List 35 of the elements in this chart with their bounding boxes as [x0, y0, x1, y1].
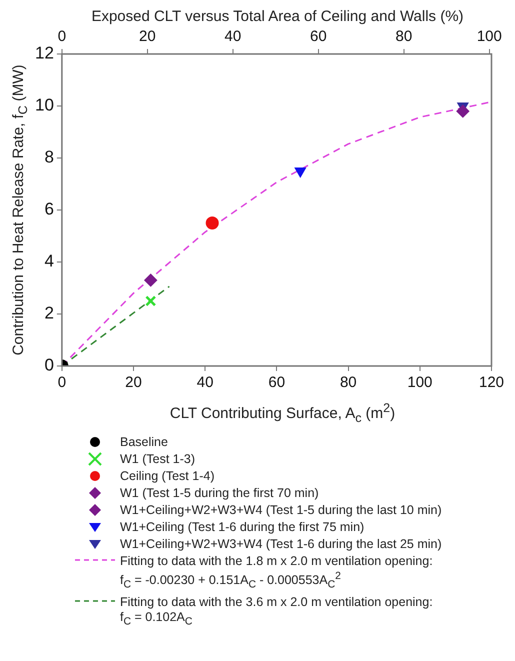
- legend-label: W1+Ceiling+W2+W3+W4 (Test 1-6 during the last 25 min): [120, 537, 442, 552]
- x2-tick-label: 100: [476, 28, 502, 46]
- x-tick-label: 60: [268, 374, 286, 392]
- y-tick-label: 8: [44, 148, 54, 167]
- y-tick-label: 10: [34, 96, 54, 115]
- legend-label: W1+Ceiling (Test 1-6 during the first 75 min): [120, 520, 364, 535]
- legend-label: W1 (Test 1-3): [120, 452, 196, 467]
- legend-label: Baseline: [120, 435, 168, 450]
- point: [456, 104, 470, 118]
- y-tick-label: 2: [44, 304, 54, 323]
- x2-tick-label: 20: [139, 28, 156, 46]
- point: [294, 168, 306, 178]
- point: [145, 296, 156, 306]
- x-tick-label: 120: [478, 374, 504, 392]
- point: [206, 216, 219, 230]
- legend-label: W1 (Test 1-5 during the first 70 min): [120, 486, 319, 501]
- x2-tick-label: 0: [58, 28, 66, 46]
- legend-label: Fitting to data with the 3.6 m x 2.0 m ventilation opening: f$_{C}$ = 0.102A$_{C}$: [120, 594, 433, 630]
- x2-tick-label: 60: [310, 28, 327, 46]
- legend-label: W1+Ceiling+W2+W3+W4 (Test 1-5 during the last 10 min): [120, 503, 442, 518]
- point: [144, 274, 158, 287]
- legend-label: Ceiling (Test 1-4): [120, 469, 214, 484]
- y-tick-label: 6: [44, 200, 54, 219]
- x-tick-label: 100: [407, 374, 432, 392]
- x2-tick-label: 40: [224, 28, 242, 46]
- y-tick-label: 12: [34, 44, 54, 63]
- x2-tick-label: 80: [396, 28, 412, 46]
- x-tick-label: 80: [340, 374, 357, 392]
- y-tick-label: 4: [44, 252, 54, 271]
- x2-axis-title: Exposed CLT versus Total Area of Ceiling and Walls (%): [90, 8, 465, 25]
- x-tick-label: 20: [125, 374, 142, 392]
- y-tick-label: 0: [44, 356, 54, 375]
- x-tick-label: 40: [196, 374, 214, 392]
- x-axis-title: CLT Contributing Surface, A$_{c}$ (m$^{2}$): [168, 401, 396, 425]
- x-tick-label: 0: [58, 374, 66, 392]
